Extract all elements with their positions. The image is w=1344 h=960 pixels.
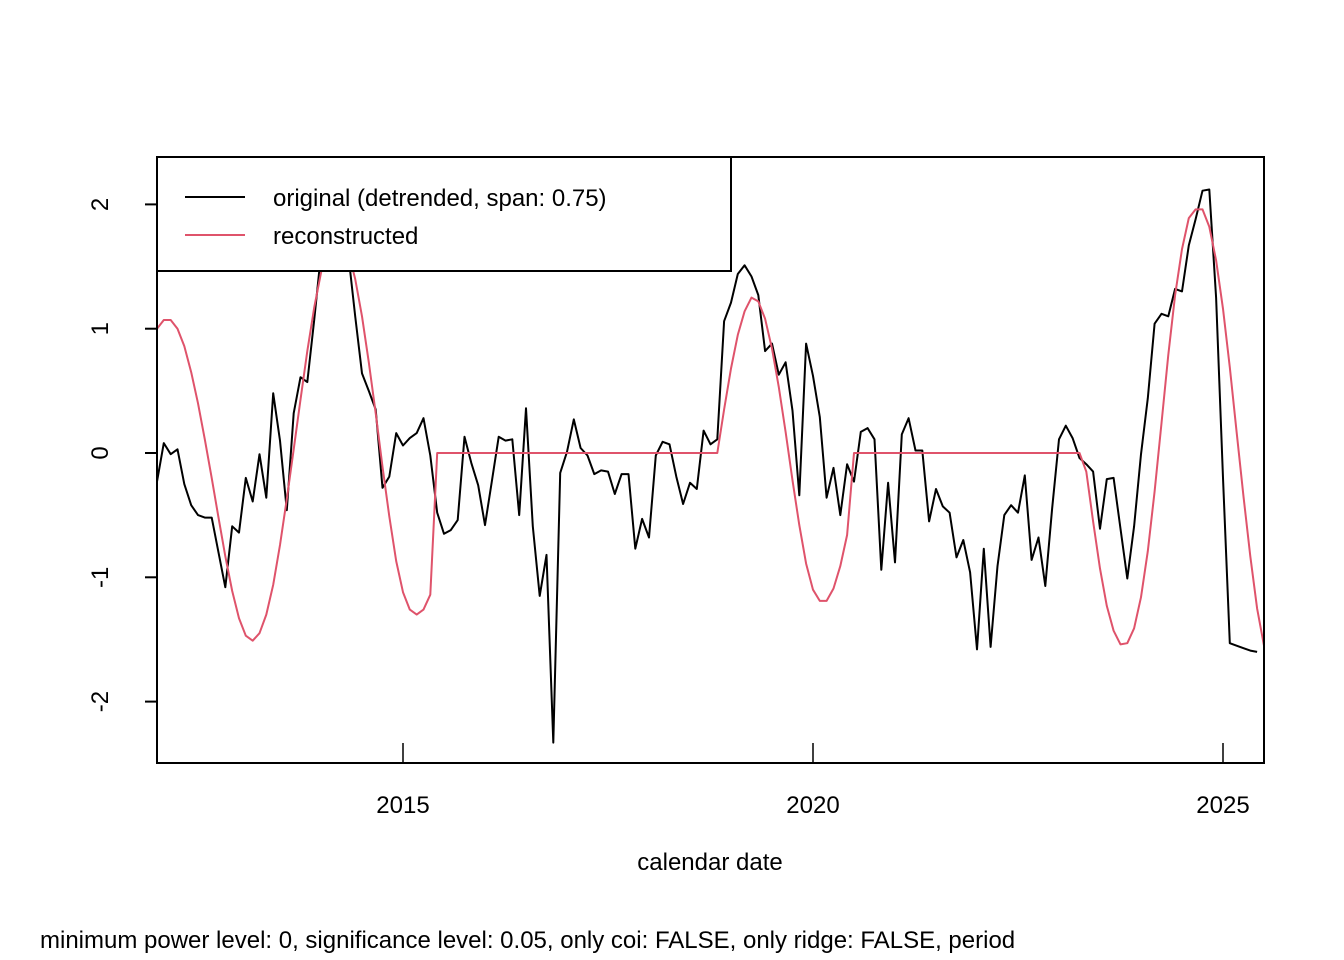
y-tick-label: 1 <box>87 322 114 335</box>
legend-label-original: original (detrended, span: 0.75) <box>273 185 607 212</box>
x-tick-label: 2025 <box>1196 792 1249 819</box>
x-axis-title: calendar date <box>637 849 782 876</box>
y-tick-label: 2 <box>87 198 114 211</box>
series-line-reconstructed <box>157 208 1264 651</box>
y-tick-label: -1 <box>87 567 114 588</box>
x-tick-label: 2015 <box>376 792 429 819</box>
legend: original (detrended, span: 0.75) reconst… <box>156 156 732 272</box>
y-tick-label: -2 <box>87 691 114 712</box>
y-tick-label: 0 <box>87 446 114 459</box>
x-tick-label: 2020 <box>786 792 839 819</box>
x-axis: 2015 2020 2025 <box>376 743 1250 819</box>
legend-label-reconstructed: reconstructed <box>273 223 418 250</box>
legend-box <box>156 156 732 272</box>
subtitle: minimum power level: 0, significance lev… <box>40 927 1015 954</box>
y-axis: -2 -1 0 1 2 <box>87 198 157 712</box>
